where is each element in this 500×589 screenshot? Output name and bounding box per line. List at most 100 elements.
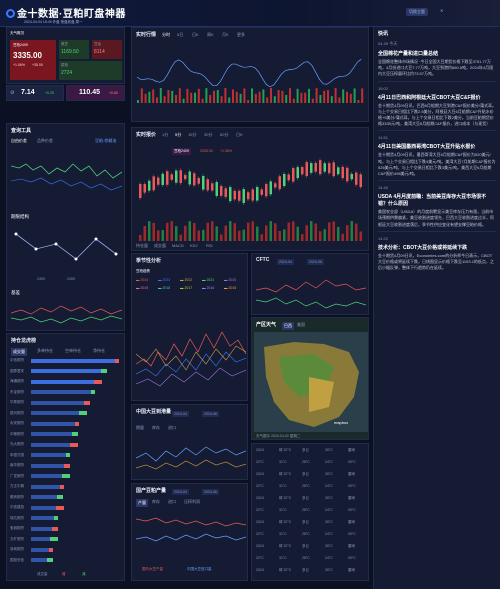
broker-bar[interactable]	[31, 505, 56, 510]
volume-bar	[251, 88, 253, 103]
price-card[interactable]: 豆粕2409 3335.00 +1.06% +35.00	[10, 40, 56, 80]
broker-bar[interactable]	[31, 484, 61, 489]
news-headline[interactable]: 全国棉花产量和进口量总结	[378, 51, 439, 57]
symbol-card-2[interactable]: 110.45 +0.60	[66, 85, 125, 101]
broker-bar[interactable]	[31, 432, 73, 436]
broker-bar[interactable]	[31, 558, 47, 562]
tab-oi[interactable]: 持仓量	[136, 243, 148, 248]
tab-5min[interactable]: 5分	[175, 132, 182, 137]
tab-weekly[interactable]: 周K	[207, 32, 214, 37]
news-item[interactable]: 全国棉花产量和进口量总结 全国棉花整体市场情况 ·今日全国大豆期货价格下跌至375…	[378, 50, 496, 78]
demand-date-from[interactable]: 2024-04	[172, 489, 189, 495]
header-date: 2024-04-04 15:49 外盘 夜盘收盘 周一	[24, 20, 83, 24]
year-legend-item[interactable]: ▬ 2024	[136, 278, 149, 282]
news-headline[interactable]: 4月11日美国墨西哥湾CBOT大豆升贴水报价	[378, 144, 476, 151]
year-legend-item[interactable]: ▬ 2017	[180, 286, 193, 290]
tab-brazil[interactable]: 巴西	[282, 322, 294, 330]
tab-1min[interactable]: 1分	[162, 132, 169, 137]
tab-60min[interactable]: 60分	[220, 132, 229, 137]
broker-bar[interactable]	[31, 516, 54, 520]
tab-daily[interactable]: 日K	[192, 32, 199, 37]
broker-change-bar	[101, 369, 108, 373]
tab-monthly[interactable]: 月K	[222, 32, 229, 37]
tab-long[interactable]: 多单持仓	[37, 348, 53, 353]
broker-bar[interactable]	[31, 547, 49, 552]
cftc-date-to[interactable]: 2024-06	[307, 259, 324, 265]
broker-bar[interactable]	[31, 411, 80, 415]
tab-dayk[interactable]: 日K	[236, 132, 243, 137]
year-legend-item[interactable]: ▬ 2021	[202, 278, 215, 282]
mini-card-3[interactable]: 菜粕 2724	[59, 61, 122, 80]
supply-date-to[interactable]: 2024-06	[202, 411, 219, 417]
news-item[interactable]: 14:22 技术分析：CBOT大豆价格或将延续下跌 金十期货4月09日讯，Econo…	[378, 230, 496, 272]
broker-bar[interactable]	[31, 358, 115, 363]
tab-30min[interactable]: 30分	[204, 132, 213, 137]
broker-bar[interactable]	[31, 421, 75, 426]
tab-macd[interactable]: MACD	[172, 243, 184, 248]
demand-date-to[interactable]: 2024-06	[202, 489, 219, 495]
broker-bar[interactable]	[31, 526, 53, 531]
tab-variety-spread[interactable]: 品种价差	[37, 138, 53, 143]
tab-supply-qty[interactable]: 期量	[136, 425, 144, 430]
broker-bar[interactable]	[31, 495, 58, 499]
temperature-cell: 晴 22°C	[279, 544, 292, 548]
broker-bar[interactable]	[31, 400, 84, 405]
tab-import[interactable]: 进口	[168, 499, 176, 504]
symbol-2-change: +0.60	[109, 91, 118, 95]
broker-bar[interactable]	[31, 453, 67, 457]
year-legend-item[interactable]: ▬ 2016	[202, 286, 215, 290]
broker-bar[interactable]	[31, 369, 102, 373]
broker-bar[interactable]	[31, 474, 62, 478]
tab-vol[interactable]: 成交量	[154, 243, 166, 248]
broker-bar[interactable]	[31, 463, 65, 468]
volume-bar	[346, 91, 348, 103]
tab-usa[interactable]: 美国	[297, 322, 305, 327]
year-legend-item[interactable]: ▬ 2022	[180, 278, 193, 282]
symbol-card-1[interactable]: ⚙ 7.14 +0.25	[6, 85, 64, 101]
year-legend-item[interactable]: ▬ 2019	[136, 286, 149, 290]
temperature-cell: 24°C	[325, 532, 333, 536]
broker-bar[interactable]	[31, 379, 95, 384]
tab-volume[interactable]: 成交量	[11, 348, 27, 356]
volume-bar	[152, 89, 155, 103]
news-item[interactable]: 14:40 USDA 4月月度前瞻：当前美豆库存大豆市场很不错？什么原因 美国农业部…	[378, 180, 496, 228]
theme-button[interactable]: 切换主题	[406, 8, 428, 16]
news-item[interactable]: 15:02 4月11日巴西和阿根廷大豆CBOT大豆C&F报价 金十期货4月09日讯，…	[378, 80, 496, 128]
tab-stock[interactable]: 库存	[152, 499, 160, 504]
overview-label: 天气概况	[10, 31, 24, 35]
supply-date-from[interactable]: 2024-04	[172, 411, 189, 417]
tab-rsi[interactable]: RSI	[206, 243, 213, 248]
weather-map[interactable]: mapbox	[254, 332, 368, 432]
year-legend-item[interactable]: ▬ 2023	[158, 278, 171, 282]
broker-bar[interactable]	[31, 442, 70, 447]
tab-supply-stock[interactable]: 库存	[152, 425, 160, 430]
tab-15min[interactable]: 15分	[188, 132, 197, 137]
year-legend-item[interactable]: ▬ 2020	[224, 278, 237, 282]
news-item[interactable]: 14:51 4月11日美国墨西哥湾CBOT大豆升贴水报价 金十期货4月09日讯，墨西…	[378, 130, 496, 177]
tab-output[interactable]: 产量	[136, 499, 148, 507]
broker-bar[interactable]	[31, 537, 51, 541]
news-headline[interactable]: 技术分析：CBOT大豆价格或将延续下跌	[378, 244, 468, 251]
tab-kdj[interactable]: KDJ	[190, 243, 198, 248]
volume-bar	[242, 229, 245, 241]
cftc-date-from[interactable]: 2024-04	[277, 259, 294, 265]
close-icon[interactable]: ✕	[440, 8, 444, 13]
weather-panel: 产区天气 巴西 美国 mapbox 天气图示 2024-04-02 星期二	[251, 317, 369, 440]
tab-more[interactable]: 更多	[237, 32, 245, 37]
tab-supply-import[interactable]: 进口	[168, 425, 176, 430]
volume-bar	[175, 226, 178, 241]
tab-meal-palm[interactable]: 豆粕-棕榈油	[95, 138, 117, 143]
tab-intraday[interactable]: 分时	[162, 32, 170, 37]
mini-card-2[interactable]: 豆油 8114	[92, 40, 122, 59]
tab-net[interactable]: 净持仓	[93, 348, 105, 353]
broker-bar[interactable]	[31, 390, 91, 394]
year-legend-item[interactable]: ▬ 2018	[158, 286, 171, 290]
mini-card-1[interactable]: 美豆 1169.50	[59, 40, 89, 59]
year-legend-item[interactable]: ▬ 2015	[224, 286, 237, 290]
news-headline[interactable]: USDA 4月月度前瞻：当前美豆库存大豆市场很不错？什么原因	[378, 194, 487, 208]
news-headline[interactable]: 4月11日巴西和阿根廷大豆CBOT大豆C&F报价	[378, 94, 481, 101]
tab-profit[interactable]: 压榨利润	[184, 499, 200, 504]
tab-short[interactable]: 空单持仓	[65, 348, 81, 353]
tab-free-spread[interactable]: 自由价差	[11, 138, 27, 143]
tab-5day[interactable]: 5日	[177, 32, 184, 37]
